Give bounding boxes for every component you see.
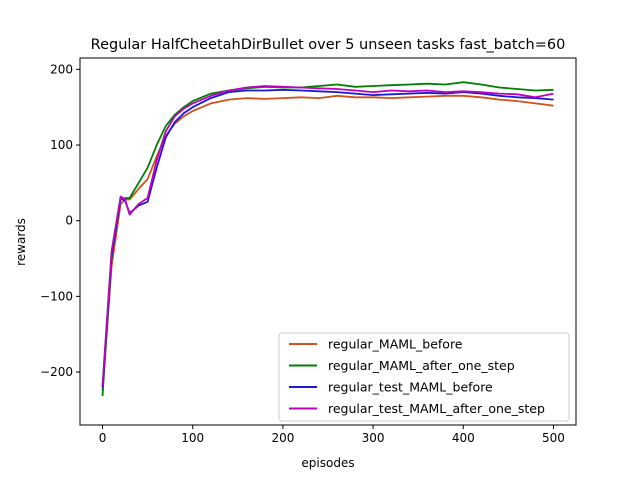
legend-entry-label: regular_MAML_before bbox=[328, 337, 463, 352]
x-tick-label: 200 bbox=[271, 431, 294, 445]
y-tick-label: −200 bbox=[40, 365, 73, 379]
x-axis: 0 100 200 300 400 500 bbox=[99, 425, 565, 445]
x-tick-label: 500 bbox=[542, 431, 565, 445]
y-axis-label: rewards bbox=[14, 218, 28, 266]
y-tick-label: 200 bbox=[50, 62, 73, 76]
x-axis-label: episodes bbox=[301, 456, 354, 470]
legend-entry-label: regular_test_MAML_after_one_step bbox=[328, 401, 545, 416]
legend-entry-label: regular_test_MAML_before bbox=[328, 380, 493, 395]
x-tick-label: 100 bbox=[181, 431, 204, 445]
y-tick-label: 0 bbox=[65, 214, 73, 228]
x-tick-label: 400 bbox=[452, 431, 475, 445]
y-axis: −200 −100 0 100 200 bbox=[40, 62, 80, 379]
chart-title: Regular HalfCheetahDirBullet over 5 unse… bbox=[91, 37, 566, 53]
series-line-2 bbox=[101, 88, 554, 388]
plot-frame bbox=[79, 57, 577, 426]
y-tick-label: 100 bbox=[50, 138, 73, 152]
series-line-3 bbox=[101, 85, 554, 386]
y-tick-label: −100 bbox=[40, 289, 73, 303]
series-line-0 bbox=[101, 94, 554, 391]
x-tick-label: 0 bbox=[99, 431, 107, 445]
x-tick-label: 300 bbox=[362, 431, 385, 445]
legend-box bbox=[278, 332, 570, 422]
legend-entry-label: regular_MAML_after_one_step bbox=[328, 358, 515, 373]
legend: regular_MAML_before regular_MAML_after_on… bbox=[278, 332, 570, 422]
